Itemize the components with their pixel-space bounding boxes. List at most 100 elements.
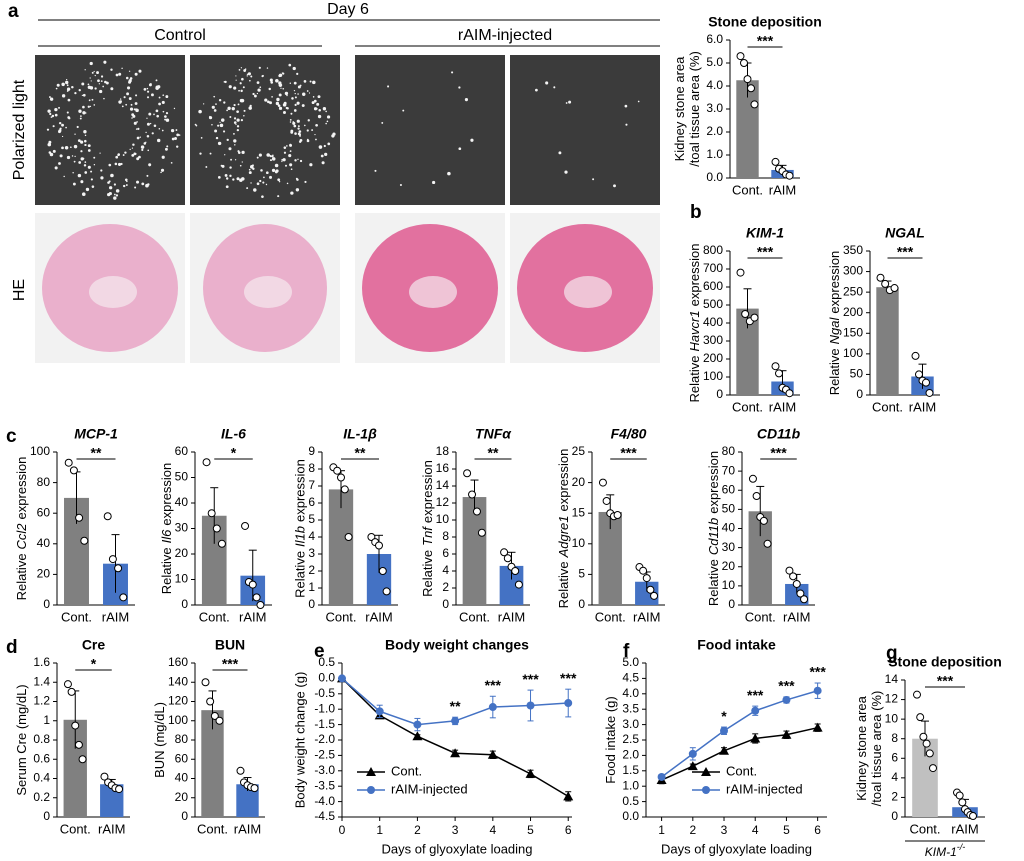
crystal	[274, 163, 279, 168]
crystal	[293, 109, 297, 112]
group-label: Control	[154, 27, 206, 44]
crystal	[59, 127, 62, 130]
data-point	[503, 554, 512, 563]
y-tick-label: 100	[703, 369, 723, 383]
crystal	[221, 164, 225, 168]
data-point	[488, 703, 497, 712]
crystal	[402, 109, 405, 112]
crystal	[128, 97, 132, 100]
crystal	[52, 149, 56, 153]
crystal	[568, 100, 572, 104]
crystal	[292, 66, 296, 71]
crystal	[102, 85, 105, 88]
crystal	[155, 86, 159, 90]
legend-label: Cont.	[726, 763, 757, 778]
x-tick-label: 6	[565, 823, 572, 837]
crystal	[263, 176, 265, 179]
crystal	[99, 152, 101, 154]
significance-label: ***	[778, 678, 795, 694]
crystal	[286, 94, 288, 97]
x-tick-label: 6	[814, 823, 821, 837]
x-tick-label: 0	[339, 823, 346, 837]
y-tick-label: 5.0	[706, 55, 723, 69]
crystal	[535, 88, 538, 92]
crystal	[236, 177, 240, 181]
group-label-text: KIM-1	[925, 845, 957, 859]
y-axis-label: Relative Ngal expression	[828, 251, 843, 396]
crystal	[248, 168, 251, 171]
y-axis-label: Relative Adgre1 expression	[556, 449, 571, 609]
y-tick-label: 10	[722, 578, 736, 592]
crystal	[233, 103, 236, 107]
y-tick-label: 80	[37, 475, 51, 489]
crystal	[296, 178, 299, 181]
crystal	[320, 154, 324, 158]
x-tick-label: rAIM	[783, 609, 810, 624]
crystal	[239, 82, 242, 85]
crystal	[268, 87, 271, 91]
chart-title: TNFα	[475, 426, 512, 442]
crystal	[58, 106, 60, 109]
crystal	[293, 89, 296, 92]
crystal	[129, 148, 131, 151]
data-point	[782, 695, 791, 704]
crystal	[126, 86, 131, 90]
crystal	[145, 131, 147, 134]
crystal	[289, 121, 292, 123]
y-tick-label: 200	[843, 305, 863, 319]
data-point	[736, 52, 745, 61]
crystal	[278, 93, 282, 97]
crystal	[49, 112, 52, 116]
crystal	[66, 90, 69, 92]
crystal	[228, 147, 232, 151]
significance-label: *	[91, 656, 97, 672]
crystal	[299, 84, 302, 87]
crystal	[67, 116, 70, 119]
crystal	[241, 150, 245, 155]
legend-marker	[366, 767, 376, 776]
legend-marker	[701, 767, 711, 776]
bar	[462, 497, 487, 605]
y-tick-label: 0.4	[33, 771, 50, 785]
crystal	[387, 85, 390, 88]
crystal	[66, 111, 69, 114]
crystal	[256, 182, 260, 186]
y-tick-label: 4	[442, 563, 449, 577]
y-tick-label: 150	[843, 325, 863, 339]
crystal	[80, 150, 83, 153]
y-tick-label: 6	[308, 495, 315, 509]
significance-label: ***	[757, 33, 774, 49]
crystal	[121, 67, 123, 70]
crystal	[52, 125, 55, 128]
crystal	[78, 89, 81, 92]
crystal	[304, 124, 306, 127]
crystal	[71, 85, 74, 89]
crystal	[87, 85, 91, 89]
crystal	[72, 172, 74, 174]
crystal	[100, 169, 103, 172]
crystal	[269, 101, 272, 105]
crystal	[205, 166, 208, 168]
panel-label: d	[6, 637, 18, 658]
y-tick-label: 20	[175, 546, 189, 560]
crystal	[114, 162, 118, 166]
crystal	[81, 94, 84, 97]
y-tick-label: 0.8	[33, 732, 50, 746]
crystal	[58, 162, 61, 165]
crystal	[278, 180, 281, 183]
y-tick-label: 2.5	[622, 732, 639, 746]
crystal	[103, 60, 107, 64]
crystal	[294, 96, 297, 99]
x-tick-label: Cont.	[199, 609, 230, 624]
x-tick-label: 3	[452, 823, 459, 837]
y-axis-label-part: Relative	[159, 547, 174, 594]
crystal	[217, 176, 221, 179]
crystal	[174, 137, 177, 140]
crystal	[155, 79, 158, 82]
crystal	[110, 173, 114, 178]
x-tick-label: Cont.	[197, 821, 228, 836]
data-point	[340, 485, 349, 494]
crystal	[97, 79, 100, 83]
crystal	[160, 171, 162, 174]
crystal	[277, 104, 281, 108]
